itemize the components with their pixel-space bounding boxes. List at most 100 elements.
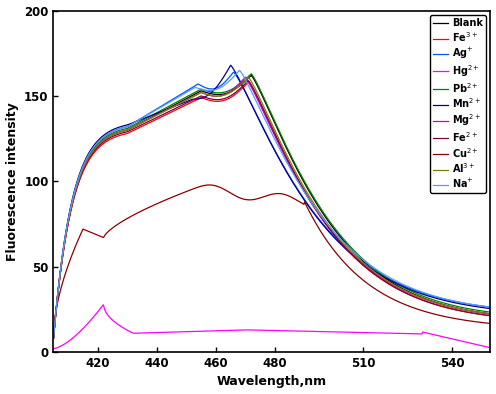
Ag$^{+}$ [329,232,335,237]
Pb$^{2+}$ [305,185,311,190]
Na$^{+}$ [51,336,57,341]
Line: Fe$^{3+}$: Fe$^{3+}$ [54,82,491,338]
Cu$^{2+}$ [382,293,388,297]
Al$^{3+}$ [51,336,57,341]
Na$^{+}$ [428,292,434,297]
Pb$^{2+}$ [488,310,494,314]
Cu$^{2+}$ [316,227,322,231]
Fe$^{2+}$ [329,230,335,235]
Blank [305,187,311,191]
Ag$^{+}$ [77,171,83,176]
Mn$^{2+}$ [488,306,494,311]
Pb$^{2+}$ [382,275,388,279]
Line: Mg$^{2+}$: Mg$^{2+}$ [54,77,491,338]
Fe$^{2+}$ [316,212,322,217]
Al$^{3+}$ [428,299,434,303]
Pb$^{2+}$ [316,204,322,208]
Hg$^{2+}$ [382,331,388,335]
Ag$^{+}$ [488,305,494,310]
Mg$^{2+}$ [382,278,388,283]
Hg$^{2+}$ [100,303,106,307]
Al$^{3+}$ [382,277,388,282]
Cu$^{2+}$ [206,182,212,187]
Ag$^{+}$ [382,275,388,279]
Ag$^{+}$ [316,217,322,222]
Al$^{3+}$ [316,210,322,214]
Al$^{3+}$ [488,312,494,316]
Na$^{+}$ [316,211,322,216]
Mn$^{2+}$ [316,218,322,223]
Fe$^{3+}$ [382,280,388,284]
Mg$^{2+}$ [428,299,434,303]
Mg$^{2+}$ [316,212,322,217]
Pb$^{2+}$ [329,223,335,227]
Hg$^{2+}$ [316,329,322,334]
Blank [488,312,494,316]
Fe$^{3+}$ [329,230,335,235]
Hg$^{2+}$ [305,329,311,334]
Mn$^{2+}$ [77,169,83,174]
Mn$^{2+}$ [428,294,434,299]
Line: Al$^{3+}$: Al$^{3+}$ [54,77,491,338]
Line: Hg$^{2+}$: Hg$^{2+}$ [54,305,491,349]
Pb$^{2+}$ [77,172,83,177]
Na$^{+}$ [77,171,83,176]
Mn$^{2+}$ [51,336,57,341]
Fe$^{2+}$ [77,175,83,180]
Fe$^{2+}$ [245,78,251,83]
Na$^{+}$ [382,273,388,277]
Mg$^{2+}$ [305,195,311,200]
Fe$^{3+}$ [51,336,57,341]
Cu$^{2+}$ [305,206,311,211]
Ag$^{+}$ [305,202,311,207]
Mg$^{2+}$ [243,75,248,80]
Fe$^{2+}$ [488,313,494,318]
Cu$^{2+}$ [77,233,83,238]
Blank [77,173,83,178]
Y-axis label: Fluorescence intensity: Fluorescence intensity [5,102,18,261]
Mg$^{2+}$ [77,173,83,178]
Fe$^{3+}$ [316,213,322,217]
Al$^{3+}$ [329,228,335,232]
Mn$^{2+}$ [228,63,234,68]
Line: Na$^{+}$: Na$^{+}$ [54,71,491,338]
Line: Fe$^{2+}$: Fe$^{2+}$ [54,81,491,338]
Line: Mn$^{2+}$: Mn$^{2+}$ [54,65,491,338]
Fe$^{2+}$ [428,300,434,305]
Mg$^{2+}$ [51,336,57,341]
Na$^{+}$ [329,228,335,232]
Fe$^{2+}$ [305,194,311,199]
Fe$^{2+}$ [51,336,57,341]
Legend: Blank, Fe$^{3+}$, Ag$^{+}$, Hg$^{2+}$, Pb$^{2+}$, Mn$^{2+}$, Mg$^{2+}$, Fe$^{2+}: Blank, Fe$^{3+}$, Ag$^{+}$, Hg$^{2+}$, P… [430,15,486,193]
Fe$^{3+}$ [77,176,83,181]
Al$^{3+}$ [245,75,251,80]
Fe$^{3+}$ [428,301,434,305]
Na$^{+}$ [305,195,311,200]
Hg$^{2+}$ [51,346,57,351]
Hg$^{2+}$ [488,346,494,350]
Hg$^{2+}$ [329,329,335,334]
Pb$^{2+}$ [248,71,254,76]
Mn$^{2+}$ [329,233,335,238]
Pb$^{2+}$ [51,336,57,341]
Blank [248,73,254,78]
Hg$^{2+}$ [77,329,83,334]
Fe$^{3+}$ [488,313,494,318]
Al$^{3+}$ [77,173,83,178]
Na$^{+}$ [488,305,494,309]
Blank [316,206,322,210]
Mn$^{2+}$ [305,203,311,208]
Blank [51,336,57,341]
Mg$^{2+}$ [329,230,335,235]
Cu$^{2+}$ [428,310,434,315]
Fe$^{2+}$ [382,279,388,284]
Line: Cu$^{2+}$: Cu$^{2+}$ [54,185,491,335]
Ag$^{+}$ [428,293,434,298]
Na$^{+}$ [237,68,243,73]
Cu$^{2+}$ [329,246,335,251]
Line: Blank: Blank [54,76,491,338]
Cu$^{2+}$ [51,333,57,337]
X-axis label: Wavelength,nm: Wavelength,nm [217,375,327,388]
Line: Ag$^{+}$: Ag$^{+}$ [54,72,491,338]
Fe$^{3+}$ [245,80,251,85]
